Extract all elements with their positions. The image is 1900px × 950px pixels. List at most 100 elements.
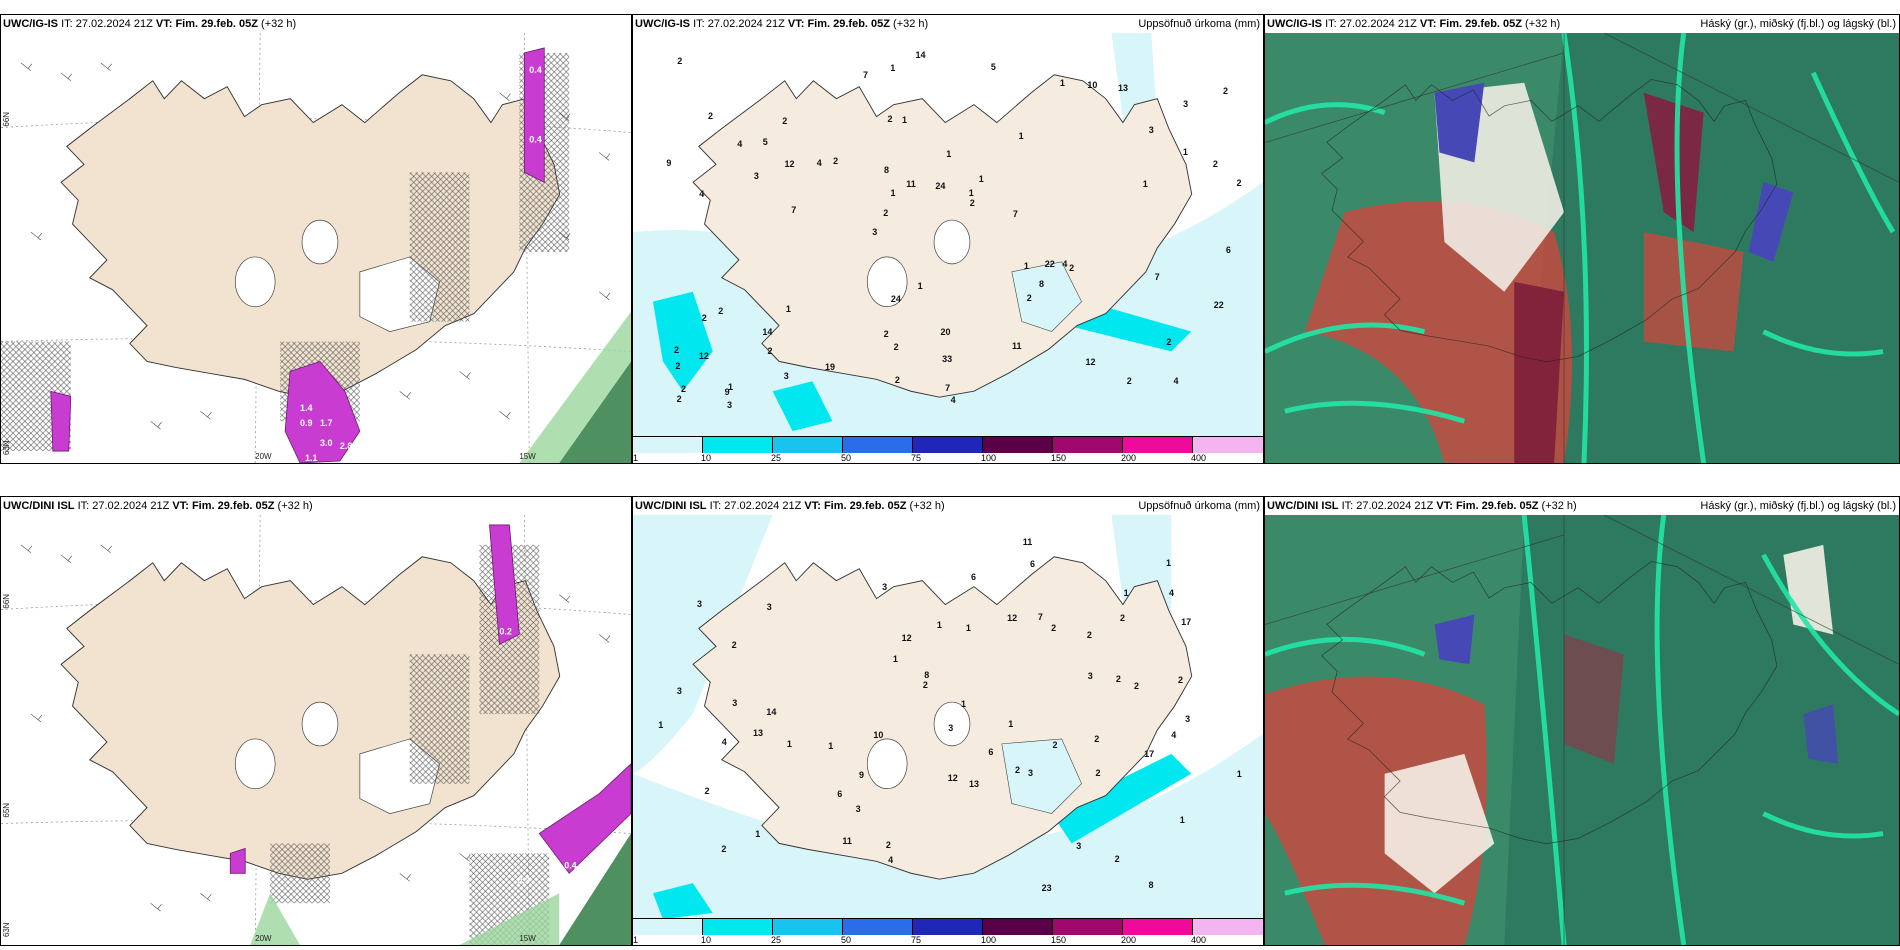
precip-value: 1 [890,187,896,198]
colorbar-tick: 25 [771,453,782,463]
panel-header: UWC/IG-IS IT: 27.02.2024 21Z VT: Fim. 29… [633,15,1263,33]
precip-value: 17 [1144,749,1155,760]
precip-value: 1 [1023,261,1029,272]
colorbar: 1 10 25 50 75 100 150 200 400 [633,436,1263,463]
init-time: 27.02.2024 21Z [707,18,785,30]
precip-value: 6 [1225,244,1231,255]
precip-value: 1 [1179,815,1185,826]
precip-value: 4 [888,855,894,866]
colorbar-tick: 150 [1051,453,1067,463]
model-name: UWC/IG-IS [3,18,58,30]
precip-value: 1 [658,719,664,730]
precip-value: 11 [1011,340,1022,351]
vt-label: VT: [1419,18,1437,30]
it-label: IT: [77,500,90,512]
colorbar-swatch [773,437,843,453]
precip-value: 12 [901,632,912,643]
colorbar-swatch [773,919,843,935]
precip-value: 12 [947,773,958,784]
precip-value: 1 [1165,558,1171,568]
precip-value: 2 [1086,630,1092,641]
colorbar-swatch [913,919,983,935]
init-time: 27.02.2024 21Z [92,500,170,512]
colorbar-swatch [1123,919,1193,935]
precip-value: 3 [732,698,738,709]
precip-value: 9 [858,769,864,780]
lon-label: 15W [519,452,536,461]
precip-value: 1 [917,281,923,292]
precip-value: 2 [1236,177,1242,188]
precip-value: 10 [873,729,884,740]
lead-time: (+32 h) [1541,500,1577,512]
precip-value: 1 [786,739,792,750]
lead-time: (+32 h) [909,500,945,512]
colorbar-tick: 25 [771,935,782,945]
precip-value: 5 [762,136,768,147]
precip-value: 1 [1142,179,1148,190]
wind-value: 1.1 [305,453,317,463]
precip-value: 2 [731,639,737,650]
precip-value: 2 [718,306,724,317]
precip-value: 3 [676,686,682,697]
precip-value: 2 [1212,159,1218,170]
lat-label: 63N [2,922,11,937]
vt-label: VT: [787,18,805,30]
wind-value: 0.9 [300,418,312,428]
precip-value: 2 [1222,86,1228,97]
lat-label: 66N [2,594,11,609]
wind-value: 0.2 [499,626,511,636]
precip-value: 3 [766,601,772,612]
precip-value: 2 [883,207,889,218]
panel-top-right: UWC/IG-IS IT: 27.02.2024 21Z VT: Fim. 29… [1264,14,1900,464]
lead-time: (+32 h) [893,18,929,30]
precip-value: 4 [816,158,822,169]
lon-label: 20W [255,452,272,461]
panel-bottom-middle: UWC/DINI ISL IT: 27.02.2024 21Z VT: Fim.… [632,496,1264,946]
cloud-map [1265,33,1899,463]
precip-value: 2 [701,313,707,324]
panel-top-left: UWC/IG-IS IT: 27.02.2024 21Z VT: Fim. 29… [0,14,632,464]
precip-value: 1 [1008,719,1014,730]
precip-value: 3 [948,722,954,733]
colorbar-tick: 150 [1051,935,1067,945]
precip-value: 1 [961,699,967,710]
precip-value: 7 [863,70,869,81]
precip-value: 2 [893,341,899,352]
precip-value: 1 [902,115,908,126]
precip-value: 7 [791,204,797,215]
precip-value: 3 [1087,670,1093,681]
precip-value: 3 [726,400,732,411]
colorbar-tick: 200 [1121,935,1137,945]
precip-value: 1 [1182,146,1188,157]
map-title: Háský (gr.), miðský (fj.bl.) og lágský (… [1700,500,1896,512]
precip-value: 2 [1133,680,1139,691]
colorbar-tick: 75 [911,935,922,945]
precip-value: 2 [1026,293,1032,304]
precip-value: 2 [721,844,727,854]
colorbar-swatch [843,437,913,453]
colorbar-tick: 1 [633,935,639,945]
wind-value: 2.8 [340,441,352,451]
init-time: 27.02.2024 21Z [1356,500,1434,512]
precip-value: 7 [1154,272,1160,283]
precip-value: 6 [837,788,843,799]
colorbar-swatch [983,437,1053,453]
init-time: 27.02.2024 21Z [75,18,153,30]
precip-value: 3 [882,581,888,592]
colorbar-swatch [1053,437,1123,453]
precip-value: 1 [828,740,834,751]
colorbar-tick: 100 [981,453,997,463]
it-label: IT: [1325,18,1337,30]
colorbar-swatch [633,437,703,453]
model-name: UWC/DINI ISL [3,500,75,512]
lat-label: 65N [2,803,11,818]
precip-value: 2 [676,394,682,405]
precip-value: 23 [1041,883,1052,894]
precip-value: 1 [785,303,791,314]
precip-value: 2 [677,55,683,66]
vt-label: VT: [1436,500,1453,512]
precip-value: 12 [784,159,795,170]
panel-header: UWC/IG-IS IT: 27.02.2024 21Z VT: Fim. 29… [1265,15,1899,33]
lon-label: 20W [255,934,272,943]
